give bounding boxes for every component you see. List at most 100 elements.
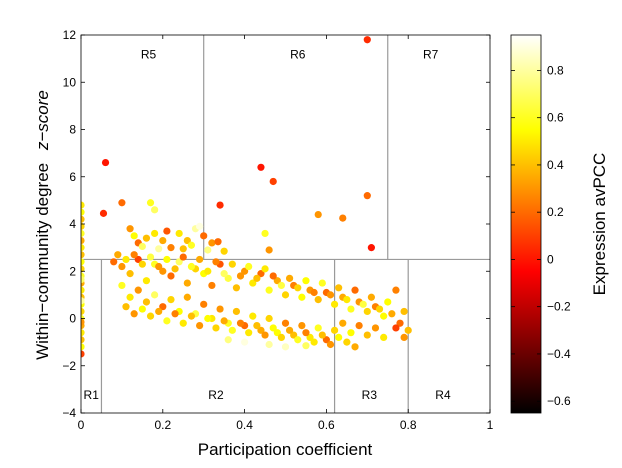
data-point (249, 312, 257, 320)
data-point (175, 229, 183, 238)
x-tick-label: 0.4 (236, 418, 253, 432)
data-point (101, 158, 110, 167)
data-point (351, 286, 359, 294)
data-point (138, 260, 146, 268)
data-point (330, 326, 339, 334)
data-point (392, 324, 400, 332)
data-point (396, 319, 404, 327)
data-point (326, 340, 335, 349)
data-point (269, 324, 277, 332)
data-point (81, 265, 85, 273)
data-point (318, 331, 326, 339)
x-axis-title: Participation coefficient (198, 440, 373, 459)
data-point (171, 265, 179, 273)
x-axis-ticks: 0 0.2 0.4 0.6 0.8 1 (78, 35, 494, 432)
plot-area (81, 35, 490, 413)
data-point (347, 305, 355, 313)
data-point (142, 298, 151, 306)
colorbar (510, 34, 542, 414)
y-axis-title: Within−community degree z−score (33, 90, 52, 360)
data-point (175, 258, 183, 266)
data-point (367, 244, 375, 252)
data-point (294, 284, 302, 292)
data-point (298, 293, 306, 301)
data-point (220, 270, 228, 278)
data-point (146, 253, 155, 261)
data-point (142, 234, 151, 242)
data-point (265, 246, 273, 254)
data-point (155, 307, 163, 316)
data-point (281, 343, 290, 351)
data-point (179, 253, 187, 261)
data-point (159, 267, 167, 275)
data-point (220, 247, 228, 255)
data-point (249, 279, 257, 287)
data-point (81, 251, 85, 259)
data-point (138, 242, 146, 251)
data-point (257, 163, 265, 171)
x-tick-label: 0.8 (400, 418, 417, 432)
x-tick-label: 0.2 (154, 418, 171, 432)
data-point (236, 272, 245, 280)
data-point (151, 291, 159, 299)
data-point (335, 333, 343, 341)
data-point (306, 333, 314, 341)
data-point (99, 209, 108, 217)
data-point (355, 321, 363, 330)
data-point (81, 201, 85, 209)
data-point (343, 296, 351, 304)
data-point (269, 272, 277, 280)
data-point (302, 342, 310, 350)
data-point (330, 300, 339, 308)
data-point (187, 312, 196, 320)
y-tick-label: 10 (63, 75, 77, 89)
data-point (81, 275, 85, 284)
region-label: R5 (141, 48, 157, 62)
data-point (384, 298, 392, 306)
y-axis-title-italic: z−score (33, 90, 52, 151)
data-point (310, 288, 318, 297)
data-point (363, 192, 371, 200)
data-point (261, 265, 269, 273)
y-tick-label: 2 (69, 264, 76, 278)
data-point (167, 272, 175, 280)
data-point (142, 277, 151, 285)
data-point (122, 303, 130, 311)
data-point (261, 229, 269, 238)
data-point (179, 245, 187, 253)
y-tick-label: −4 (62, 406, 76, 420)
data-point (290, 331, 298, 339)
y-axis-ticks: −4 −2 0 2 4 6 8 10 12 (62, 28, 490, 420)
data-point (359, 300, 367, 308)
data-point (122, 255, 130, 264)
colorbar-tick-label: −0.6 (547, 394, 571, 408)
colorbar-tick-label: 0.6 (547, 111, 564, 125)
data-point (265, 286, 273, 294)
data-point (187, 241, 196, 249)
data-point (380, 312, 388, 320)
data-point (265, 314, 273, 323)
data-point (155, 262, 163, 271)
data-point (318, 279, 326, 287)
x-tick-label: 1 (487, 418, 494, 432)
colorbar-tick-label: −0.4 (547, 347, 571, 361)
data-point (228, 326, 236, 334)
data-point (253, 274, 261, 282)
data-point (118, 281, 126, 290)
data-point (232, 284, 241, 292)
colorbar-tick-label: 0.8 (547, 63, 564, 77)
data-point (310, 338, 318, 346)
data-point (335, 284, 343, 292)
data-point (322, 336, 330, 344)
data-point (347, 329, 355, 337)
region-label: R7 (423, 48, 439, 62)
data-point (285, 326, 294, 334)
colorbar-title: Expression avPCC (590, 153, 609, 296)
data-point (208, 239, 216, 247)
data-point (257, 326, 265, 334)
data-point (183, 236, 191, 245)
data-point (216, 305, 224, 313)
data-point (167, 244, 175, 252)
data-point (380, 333, 388, 341)
data-point (151, 229, 159, 238)
